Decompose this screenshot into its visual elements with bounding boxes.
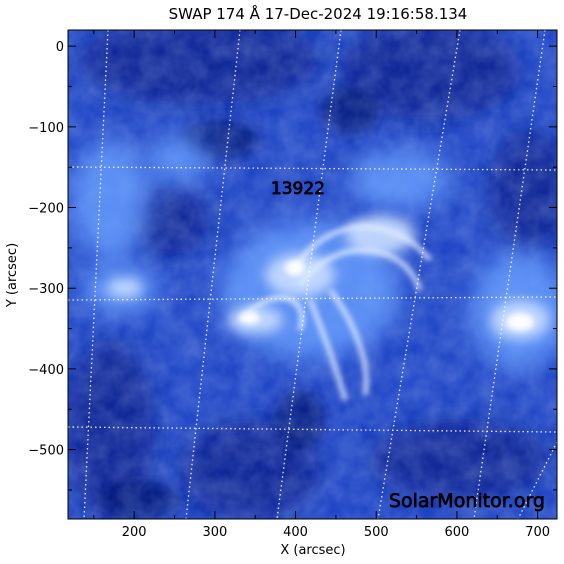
x-tick-label: 600 <box>445 525 470 540</box>
y-axis-label: Y (arcsec) <box>5 243 20 308</box>
y-tick-label: −400 <box>28 363 64 378</box>
active-region-label: 13922 <box>271 179 325 199</box>
y-tick-label: −300 <box>28 282 64 297</box>
solarmonitor-watermark: SolarMonitor.org <box>389 490 545 512</box>
euv-image <box>68 30 557 519</box>
x-tick-label: 400 <box>283 525 308 540</box>
y-tick-label: −100 <box>28 121 64 136</box>
x-axis-label: X (arcsec) <box>280 543 345 558</box>
plot-frame <box>67 29 558 520</box>
y-tick-label: −500 <box>28 444 64 459</box>
axis-ticks: 200 300 400 500 600 700 0 −100 −200 −300 −400 −500 <box>28 30 557 540</box>
x-tick-label: 200 <box>122 525 147 540</box>
x-tick-label: 300 <box>202 525 227 540</box>
figure-title: SWAP 174 Å 17-Dec-2024 19:16:58.134 <box>169 4 468 23</box>
x-tick-label: 700 <box>525 525 550 540</box>
x-tick-label: 500 <box>364 525 389 540</box>
y-tick-label: 0 <box>56 40 64 55</box>
y-tick-label: −200 <box>28 202 64 217</box>
heliographic-grid <box>68 30 557 519</box>
